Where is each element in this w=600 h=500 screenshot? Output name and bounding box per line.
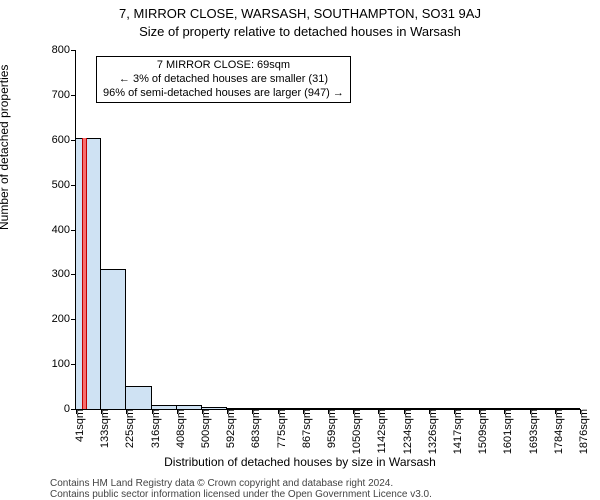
- x-tick-label: 1509sqm: [477, 409, 489, 454]
- x-tick-label: 1417sqm: [452, 409, 464, 454]
- x-tick-label: 225sqm: [124, 409, 136, 448]
- x-tick-label: 1693sqm: [528, 409, 540, 454]
- x-tick-label: 1784sqm: [553, 409, 565, 454]
- x-tick-label: 1326sqm: [427, 409, 439, 454]
- x-tick-label: 408sqm: [175, 409, 187, 448]
- x-tick-label: 1876sqm: [578, 409, 590, 454]
- y-tick-label: 800: [38, 44, 70, 56]
- x-tick-label: 959sqm: [326, 409, 338, 448]
- histogram-bar: [101, 269, 126, 409]
- chart-subtitle: Size of property relative to detached ho…: [0, 24, 600, 39]
- annotation-line-2: ← 3% of detached houses are smaller (31): [103, 73, 344, 87]
- x-tick-label: 41sqm: [74, 409, 86, 442]
- y-tick-mark: [71, 50, 76, 51]
- x-tick-label: 775sqm: [276, 409, 288, 448]
- y-tick-label: 500: [38, 179, 70, 191]
- x-tick-label: 1234sqm: [402, 409, 414, 454]
- x-tick-label: 683sqm: [250, 409, 262, 448]
- chart-title: 7, MIRROR CLOSE, WARSASH, SOUTHAMPTON, S…: [0, 6, 600, 21]
- annotation-line-3: 96% of semi-detached houses are larger (…: [103, 87, 344, 101]
- annotation-box: 7 MIRROR CLOSE: 69sqm← 3% of detached ho…: [96, 56, 351, 103]
- y-tick-label: 700: [38, 89, 70, 101]
- y-tick-mark: [71, 95, 76, 96]
- page-root: 7, MIRROR CLOSE, WARSASH, SOUTHAMPTON, S…: [0, 0, 600, 500]
- x-axis-label: Distribution of detached houses by size …: [0, 455, 600, 469]
- footer-text: Contains HM Land Registry data © Crown c…: [50, 478, 432, 500]
- y-axis-label: Number of detached properties: [0, 65, 11, 230]
- annotation-line-1: 7 MIRROR CLOSE: 69sqm: [103, 59, 344, 73]
- x-tick-label: 1050sqm: [351, 409, 363, 454]
- x-tick-label: 1601sqm: [502, 409, 514, 454]
- y-tick-label: 100: [38, 358, 70, 370]
- x-tick-label: 1142sqm: [376, 409, 388, 453]
- y-tick-label: 600: [38, 134, 70, 146]
- footer-line-2: Contains public sector information licen…: [50, 489, 432, 500]
- highlight-marker: [82, 138, 87, 409]
- y-tick-label: 300: [38, 268, 70, 280]
- y-tick-label: 200: [38, 313, 70, 325]
- footer-line-1: Contains HM Land Registry data © Crown c…: [50, 478, 393, 489]
- x-tick-label: 133sqm: [99, 409, 111, 448]
- plot-area: 010020030040050060070080041sqm133sqm225s…: [75, 50, 580, 410]
- histogram-bar: [126, 386, 151, 409]
- y-tick-label: 0: [38, 403, 70, 415]
- x-tick-label: 316sqm: [150, 409, 162, 448]
- histogram-bar: [76, 138, 101, 409]
- y-tick-label: 400: [38, 224, 70, 236]
- x-tick-label: 500sqm: [200, 409, 212, 448]
- x-tick-label: 867sqm: [301, 409, 313, 448]
- x-tick-label: 592sqm: [225, 409, 237, 448]
